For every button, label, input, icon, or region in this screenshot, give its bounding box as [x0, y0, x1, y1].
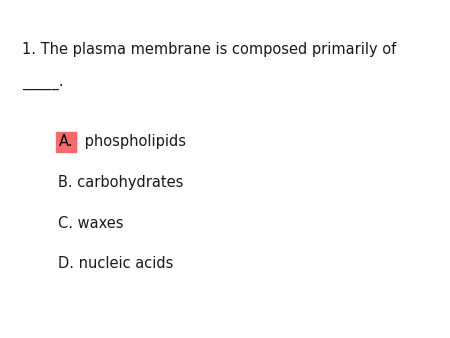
Text: D. nucleic acids: D. nucleic acids — [58, 256, 174, 271]
Text: _____.: _____. — [22, 76, 64, 91]
Text: C. waxes: C. waxes — [58, 216, 124, 231]
Text: phospholipids: phospholipids — [80, 135, 186, 149]
Text: B. carbohydrates: B. carbohydrates — [58, 175, 184, 190]
Text: A.: A. — [58, 135, 73, 149]
Text: 1. The plasma membrane is composed primarily of: 1. The plasma membrane is composed prima… — [22, 43, 397, 57]
